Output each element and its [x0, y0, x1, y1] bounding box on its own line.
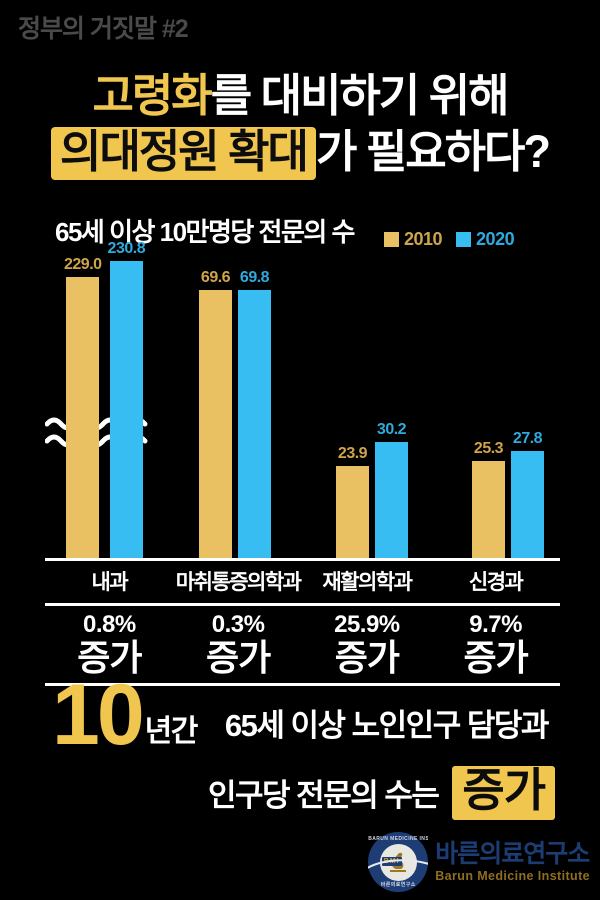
- increase-cell: 0.3% 증가: [174, 611, 303, 676]
- big-number: 10: [52, 667, 145, 763]
- logo-swoosh-icon: [368, 859, 429, 869]
- category-cell: 재활의학과: [322, 571, 413, 594]
- bar-value-label: 25.3: [473, 440, 504, 457]
- bar-value-label: 230.8: [107, 240, 146, 257]
- bar-value-label: 23.9: [337, 445, 368, 462]
- bar-column: 30.2: [375, 421, 408, 558]
- logo-name-korean: 바른의료연구소: [435, 840, 590, 869]
- increase-pct: 0.3%: [211, 611, 265, 638]
- bar-group-마취통증의학과: 69.6 69.8: [199, 269, 271, 558]
- logo-ring-text-top: BARUN MEDICINE INSTITUTE: [368, 836, 429, 842]
- bar-value-label: 30.2: [376, 421, 407, 438]
- legend-item-2010: 2010: [384, 229, 443, 250]
- category-cell: 내과: [91, 571, 129, 594]
- conclusion-highlight: 증가: [452, 765, 556, 820]
- page-title: 고령화를 대비하기 위해 의대정원 확대 가 필요하다?: [0, 68, 600, 181]
- chart-title: 65세 이상 10만명당 전문의 수: [55, 217, 355, 247]
- conclusion-line-2: 인구당 전문의 수는: [208, 778, 440, 814]
- bar-column: 69.6: [199, 269, 232, 558]
- bar-2020-재활의학과: [375, 442, 408, 558]
- bar-column: 229.0: [64, 256, 102, 558]
- bar-value-label: 229.0: [64, 256, 102, 273]
- increase-word: 증가: [206, 637, 271, 678]
- conclusion-line-1: 65세 이상 노인인구 담당과: [224, 707, 550, 743]
- title-line-1: 고령화를 대비하기 위해: [0, 68, 600, 124]
- bar-column: 69.8: [238, 269, 271, 558]
- increase-cell: 0.8% 증가: [45, 611, 174, 676]
- increase-pct: 9.7%: [469, 611, 522, 638]
- title-line2-rest: 가 필요하다?: [315, 125, 551, 177]
- conclusion-row-1: 10 년간 65세 이상 노인인구 담당과: [52, 667, 575, 763]
- conclusion-row-2: 인구당 전문의 수는 증가: [52, 765, 575, 820]
- bar-group-내과: 229.0 230.8: [64, 240, 146, 558]
- bar-2020-신경과: [511, 451, 544, 558]
- bar-column: 230.8: [108, 240, 146, 558]
- organization-logo: BARUN MEDICINE INSTITUTE BMI 바른의료연구소 바른의…: [368, 832, 590, 892]
- increase-pct: 25.9%: [334, 611, 400, 638]
- bar-value-label: 69.8: [239, 269, 270, 286]
- title-highlight-word: 고령화: [92, 70, 212, 121]
- increase-word: 증가: [334, 637, 400, 678]
- bar-2010-재활의학과: [336, 466, 369, 558]
- bar-2020-마취통증의학과: [238, 290, 271, 558]
- increase-cell: 9.7% 증가: [431, 611, 560, 676]
- bar-2020-내과: [109, 261, 143, 558]
- category-cell: 마취통증의학과: [175, 571, 302, 594]
- big-number-suffix: 년간: [144, 714, 199, 748]
- bar-group-신경과: 25.3 27.8: [472, 430, 544, 558]
- logo-seal-icon: BARUN MEDICINE INSTITUTE BMI 바른의료연구소: [368, 832, 429, 892]
- logo-name-english: Barun Medicine Institute: [435, 868, 590, 883]
- increase-table: 내과 마취통증의학과 재활의학과 신경과 0.8% 증가 0.3% 증가 25.9% 증가 9.7…: [45, 561, 560, 686]
- legend-label: 2010: [404, 229, 443, 249]
- title-line-2: 의대정원 확대 가 필요하다?: [0, 124, 600, 181]
- bar-column: 25.3: [472, 440, 505, 558]
- bar-2010-신경과: [472, 461, 505, 558]
- title-highlight-box: 의대정원 확대: [51, 127, 316, 181]
- bar-column: 27.8: [511, 430, 544, 558]
- logo-text-block: 바른의료연구소 Barun Medicine Institute: [435, 841, 590, 882]
- increase-word: 증가: [463, 637, 529, 678]
- chart-legend: 2010 2020: [384, 229, 515, 250]
- conclusion-block: 10 년간 65세 이상 노인인구 담당과 인구당 전문의 수는 증가: [52, 667, 575, 820]
- bar-value-label: 69.6: [200, 269, 231, 286]
- bar-column: 23.9: [336, 445, 369, 558]
- increase-pct: 0.8%: [83, 611, 136, 638]
- legend-swatch-icon: [456, 232, 472, 247]
- title-line1-rest: 를 대비하기 위해: [210, 70, 510, 121]
- legend-label: 2020: [476, 229, 515, 249]
- bar-2010-마취통증의학과: [199, 290, 232, 558]
- logo-ring-text-bottom: 바른의료연구소: [380, 882, 416, 888]
- category-row: 내과 마취통증의학과 재활의학과 신경과: [45, 561, 560, 606]
- bar-value-label: 27.8: [512, 430, 543, 447]
- bar-2010-내과: [66, 277, 100, 558]
- bar-chart: 229.0 230.8 69.6 69.8 23.9 30.2 25.3 27.8: [45, 240, 560, 561]
- legend-item-2020: 2020: [456, 229, 515, 250]
- category-cell: 신경과: [468, 571, 524, 594]
- increase-row: 0.8% 증가 0.3% 증가 25.9% 증가 9.7% 증가: [45, 606, 560, 686]
- increase-cell: 25.9% 증가: [303, 611, 432, 676]
- increase-word: 증가: [77, 637, 142, 678]
- legend-swatch-icon: [384, 232, 399, 247]
- page-kicker: 정부의 거짓말 #2: [18, 15, 189, 43]
- bar-group-재활의학과: 23.9 30.2: [336, 421, 408, 558]
